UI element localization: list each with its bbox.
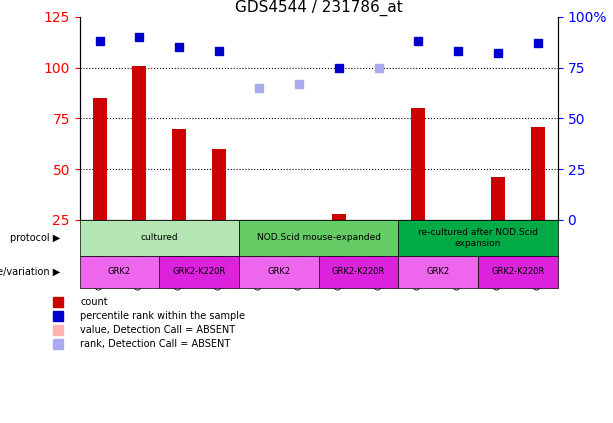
- Bar: [292, 220, 306, 261]
- Bar: [132, 66, 147, 220]
- Bar: [491, 177, 505, 220]
- Bar: [93, 98, 107, 220]
- Text: rank, Detection Call = ABSENT: rank, Detection Call = ABSENT: [80, 339, 230, 349]
- Text: re-cultured after NOD.Scid
expansion: re-cultured after NOD.Scid expansion: [418, 228, 538, 247]
- Bar: [411, 108, 425, 220]
- Text: percentile rank within the sample: percentile rank within the sample: [80, 311, 245, 321]
- Text: count: count: [80, 297, 108, 307]
- Text: GRK2-K220R: GRK2-K220R: [492, 267, 544, 276]
- FancyBboxPatch shape: [80, 220, 239, 256]
- Text: cultured: cultured: [140, 233, 178, 242]
- Bar: [371, 220, 386, 255]
- Text: GRK2: GRK2: [108, 267, 131, 276]
- Title: GDS4544 / 231786_at: GDS4544 / 231786_at: [235, 0, 403, 16]
- Bar: [172, 129, 186, 220]
- Bar: [332, 214, 346, 220]
- Text: genotype/variation ▶: genotype/variation ▶: [0, 267, 60, 277]
- FancyBboxPatch shape: [239, 256, 319, 288]
- FancyBboxPatch shape: [398, 220, 558, 256]
- Text: NOD.Scid mouse-expanded: NOD.Scid mouse-expanded: [257, 233, 381, 242]
- FancyBboxPatch shape: [239, 220, 398, 256]
- Text: protocol ▶: protocol ▶: [10, 233, 60, 243]
- Text: GRK2: GRK2: [427, 267, 450, 276]
- FancyBboxPatch shape: [478, 256, 558, 288]
- Text: GRK2: GRK2: [267, 267, 291, 276]
- FancyBboxPatch shape: [159, 256, 239, 288]
- FancyBboxPatch shape: [80, 256, 159, 288]
- Bar: [252, 220, 266, 266]
- FancyBboxPatch shape: [398, 256, 478, 288]
- Bar: [531, 126, 545, 220]
- Text: GRK2-K220R: GRK2-K220R: [332, 267, 385, 276]
- FancyBboxPatch shape: [319, 256, 398, 288]
- Bar: [212, 149, 226, 220]
- Text: value, Detection Call = ABSENT: value, Detection Call = ABSENT: [80, 325, 235, 335]
- Text: GRK2-K220R: GRK2-K220R: [173, 267, 226, 276]
